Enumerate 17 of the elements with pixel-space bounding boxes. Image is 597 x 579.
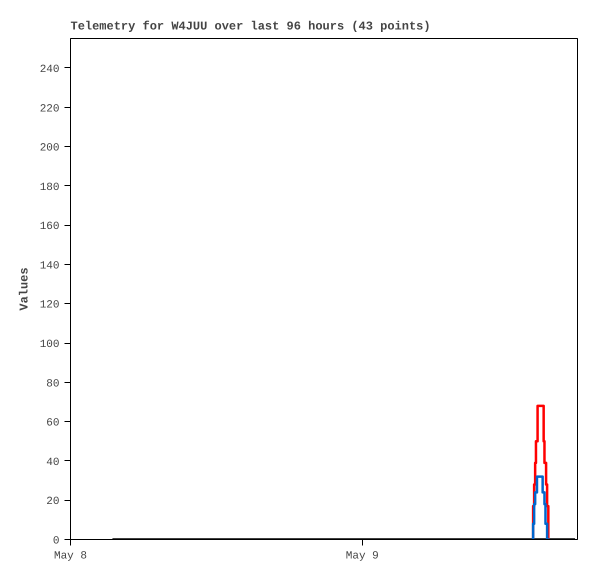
y-tick-label: 80 [46, 378, 60, 390]
y-tick-label: 120 [40, 300, 60, 312]
x-tick-label: May 9 [346, 550, 379, 562]
y-tick-label: 60 [46, 418, 60, 430]
y-tick-label: 220 [40, 103, 60, 116]
y-tick-label: 180 [40, 182, 60, 194]
x-tick-label: May 8 [54, 550, 88, 562]
y-tick-label: 20 [46, 496, 60, 508]
y-axis-title: Values [18, 267, 32, 311]
y-tick-label: 140 [40, 260, 60, 272]
y-tick-label: 200 [40, 142, 60, 155]
y-tick-label: 0 [52, 536, 60, 548]
y-tick-label: 160 [40, 221, 60, 234]
y-tick-label: 240 [40, 64, 60, 76]
chart-title: Telemetry for W4JUU over last 96 hours (43 points) [70, 20, 431, 34]
y-tick-label: 100 [40, 339, 60, 352]
y-tick-label: 40 [46, 456, 60, 469]
